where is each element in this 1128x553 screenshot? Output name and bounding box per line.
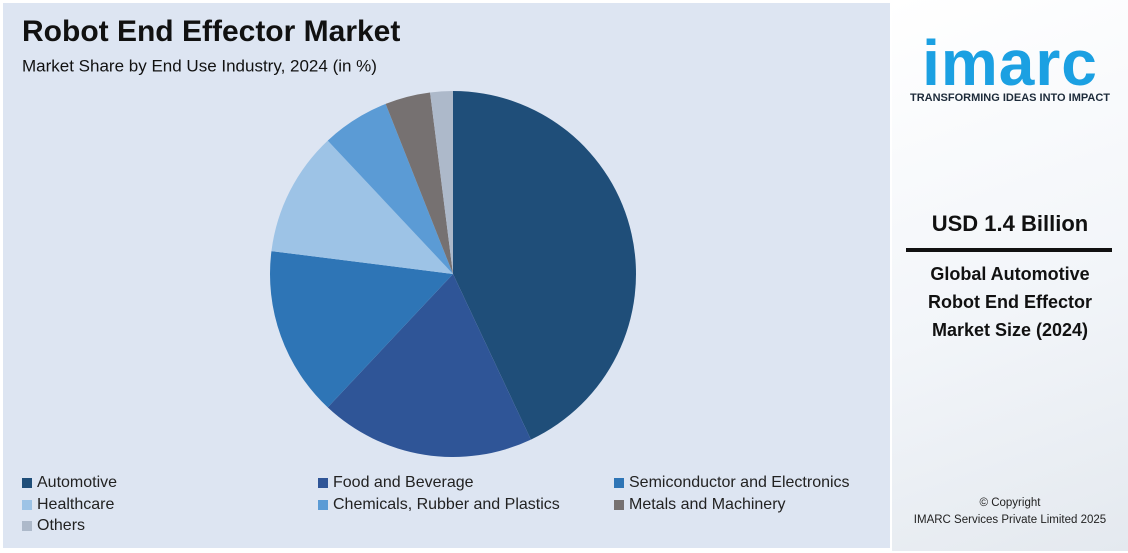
chart-panel: Robot End Effector Market Market Share b… xyxy=(3,3,890,548)
pie-slice xyxy=(271,140,453,274)
legend-label: Semiconductor and Electronics xyxy=(629,474,850,491)
pie-slice xyxy=(430,91,453,274)
legend-swatch xyxy=(22,500,32,510)
copyright: © Copyright xyxy=(979,497,1041,509)
legend-swatch xyxy=(22,478,32,488)
pie-slice xyxy=(327,274,531,457)
headline-description: Global Automotive Robot End Effector Mar… xyxy=(928,264,1092,340)
chart: Robot End Effector Market Market Share b… xyxy=(22,15,850,534)
pie-slice xyxy=(385,92,453,274)
brand-logo: imarc xyxy=(922,27,1098,99)
legend-label: Chemicals, Rubber and Plastics xyxy=(333,496,560,513)
pie-slice xyxy=(270,251,453,408)
legend-swatch xyxy=(318,500,328,510)
legend-swatch xyxy=(22,521,32,531)
pie-slice xyxy=(327,103,453,274)
headline-value: USD 1.4 Billion xyxy=(931,211,1089,236)
sidebar: imarc TRANSFORMING IDEAS INTO IMPACT USD… xyxy=(892,0,1128,551)
pie-slice xyxy=(453,91,636,440)
legend-label: Automotive xyxy=(37,474,117,491)
chart-title: Robot End Effector Market xyxy=(22,15,400,48)
chart-subtitle: Market Share by End Use Industry, 2024 (… xyxy=(22,56,377,75)
copyright: IMARC Services Private Limited 2025 xyxy=(913,514,1107,526)
legend-swatch xyxy=(614,478,624,488)
legend-label: Others xyxy=(37,517,85,534)
legend-swatch xyxy=(318,478,328,488)
brand-tagline: TRANSFORMING IDEAS INTO IMPACT xyxy=(909,92,1111,104)
divider xyxy=(906,248,1112,252)
legend-label: Food and Beverage xyxy=(333,474,474,491)
legend-label: Healthcare xyxy=(37,496,114,513)
legend-label: Metals and Machinery xyxy=(629,496,786,513)
legend-swatch xyxy=(614,500,624,510)
